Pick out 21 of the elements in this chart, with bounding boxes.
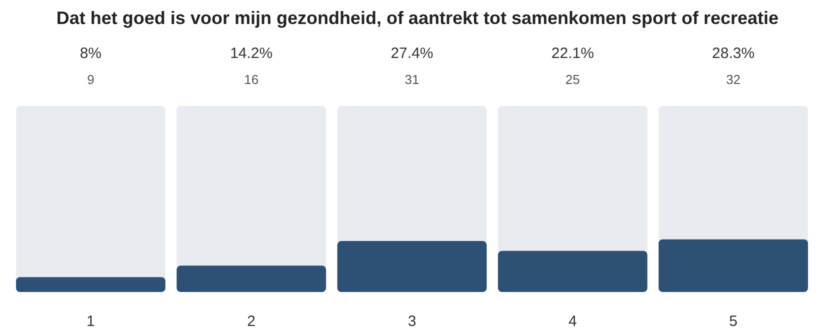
bar (16, 277, 166, 292)
x-tick-label: 1 (86, 313, 95, 330)
bar (337, 241, 487, 292)
x-tick-label: 5 (729, 313, 738, 330)
text: 31 (404, 72, 420, 87)
text: 32 (726, 72, 741, 87)
text: 16 (244, 72, 259, 87)
data-label: 14.2% (230, 45, 273, 62)
data-label: 27.4% (390, 45, 434, 62)
data-label: 8% (80, 45, 102, 62)
data-label: 22.1% (551, 45, 594, 62)
bar (498, 250, 648, 292)
x-tick-label: 4 (568, 313, 577, 330)
text: 9 (87, 72, 94, 87)
chart-title: Dat het goed is voor mijn gezondheid, of aantrekt tot samenkomen sport of recreatie (56, 8, 779, 28)
x-tick-label: 2 (247, 313, 256, 330)
x-tick-label: 3 (408, 313, 416, 330)
data-label: 28.3% (712, 45, 755, 62)
bar (176, 266, 326, 292)
text: 25 (565, 72, 580, 87)
bar (658, 239, 808, 292)
